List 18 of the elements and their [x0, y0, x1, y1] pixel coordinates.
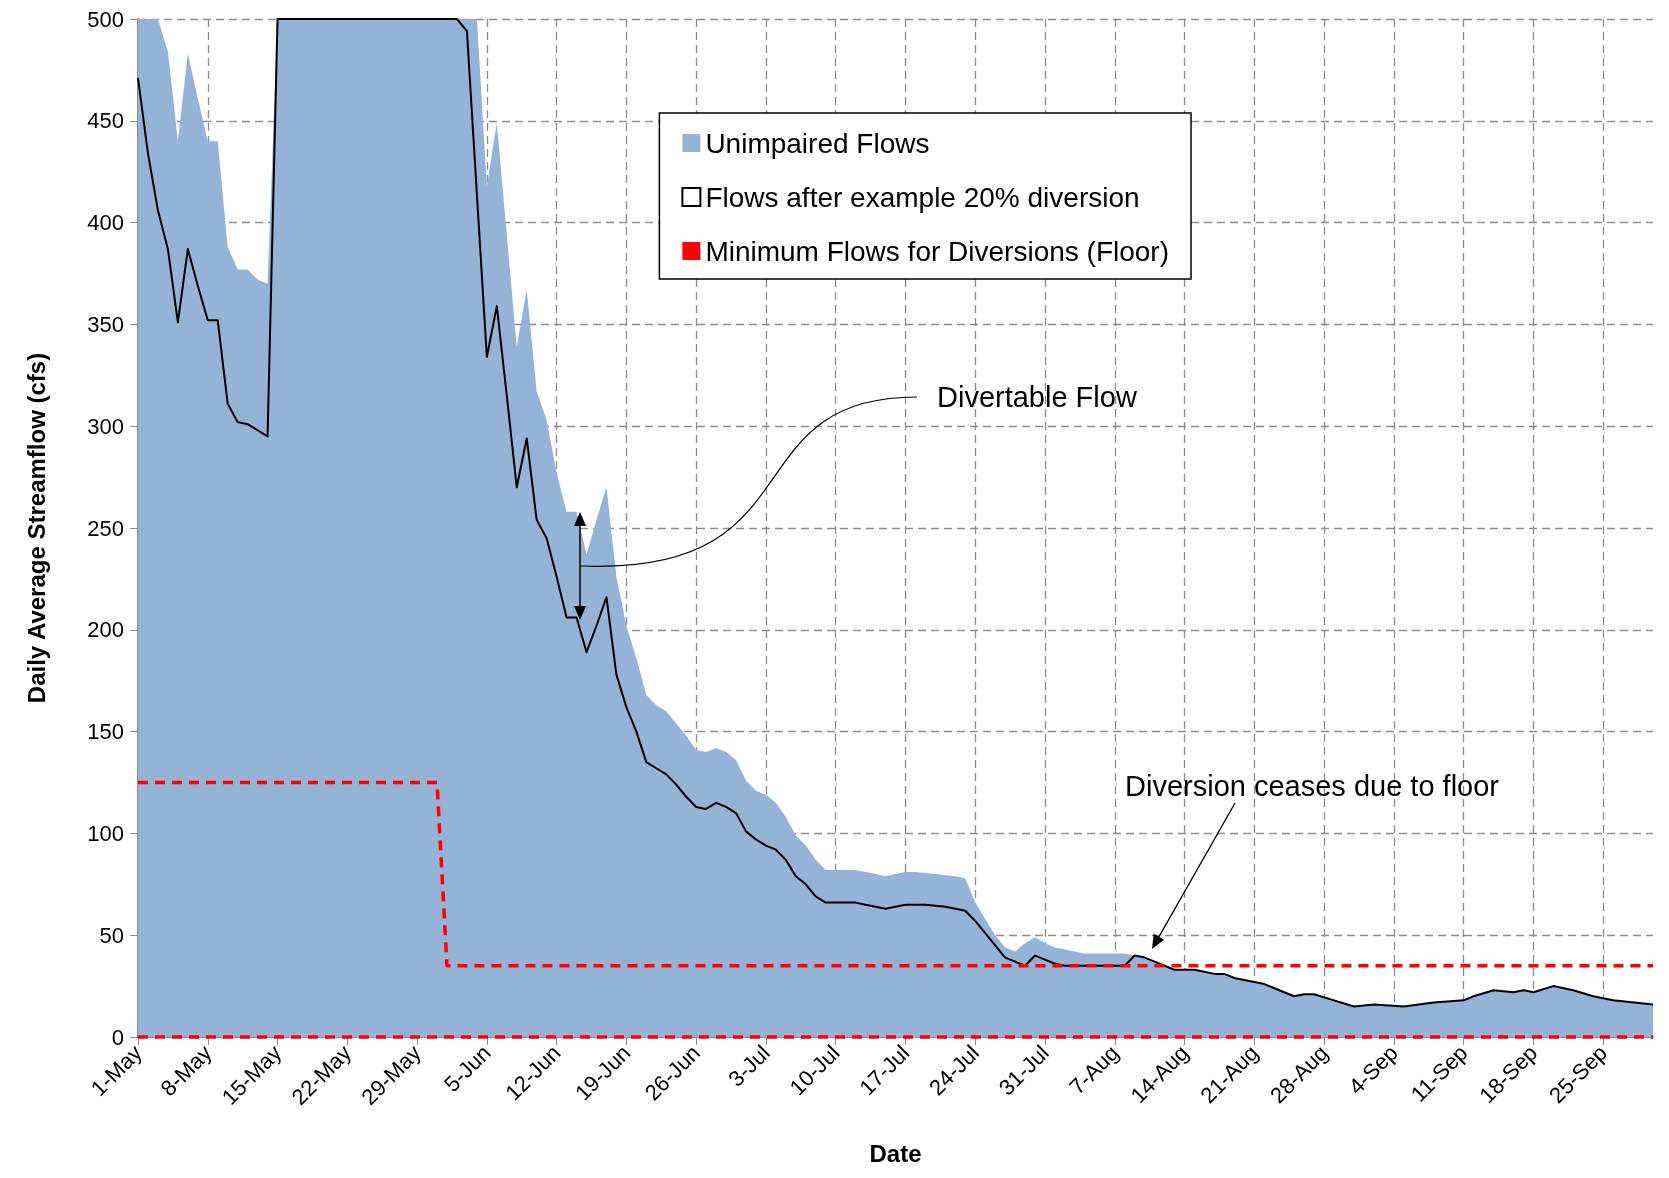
y-tick-label: 150 — [87, 719, 124, 745]
y-tick-label: 200 — [87, 617, 124, 643]
y-tick-label: 400 — [87, 210, 124, 236]
y-axis-title: Daily Average Streamflow (cfs) — [22, 352, 50, 704]
y-tick-label: 350 — [87, 311, 124, 337]
y-tick-label: 500 — [87, 6, 124, 32]
x-axis-title: Date — [869, 1139, 922, 1167]
y-tick-label: 450 — [87, 108, 124, 134]
y-tick-label: 250 — [87, 515, 124, 541]
legend-label: Unimpaired Flows — [705, 127, 930, 159]
y-tick-label: 300 — [87, 413, 124, 439]
y-tick-label: 0 — [111, 1024, 124, 1050]
legend-label: Flows after example 20% diversion — [705, 181, 1140, 213]
legend-label: Minimum Flows for Diversions (Floor) — [705, 235, 1170, 267]
annotation: Diversion ceases due to floor — [1125, 770, 1500, 802]
y-tick-label: 50 — [99, 922, 124, 948]
y-tick-label: 100 — [87, 820, 124, 846]
annotation: Divertable Flow — [937, 381, 1138, 413]
